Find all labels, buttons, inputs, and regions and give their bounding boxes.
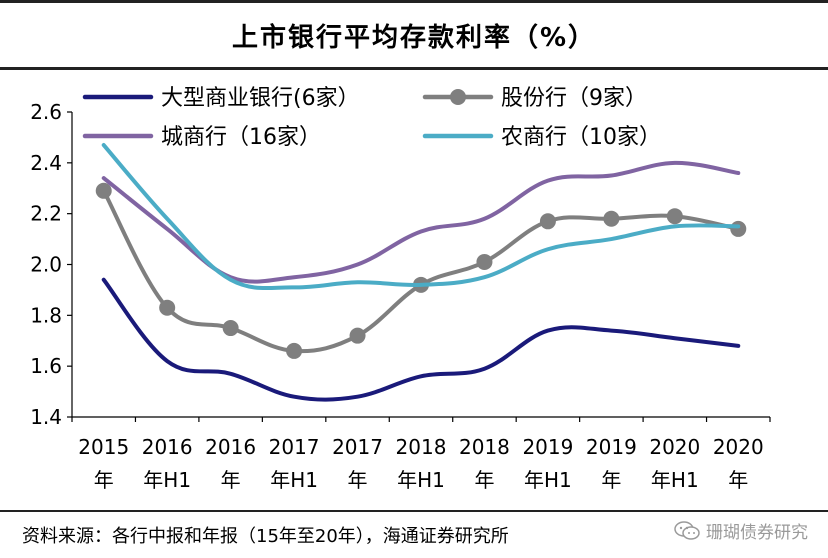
x-tick-label-suffix: 年H1	[524, 468, 572, 492]
x-tick-label: 2020	[649, 435, 700, 459]
watermark: 珊瑚债券研究	[674, 518, 808, 543]
source-note-bar: 资料来源：各行中报和年报（15年至20年），海通证券研究所	[0, 510, 828, 558]
x-tick-label: 2017	[269, 435, 320, 459]
x-tick-label: 2019	[586, 435, 637, 459]
legend-label-1: 大型商业银行(6家）	[161, 86, 360, 111]
x-tick-label: 2016	[142, 435, 193, 459]
axes: 1.4 1.6 1.8 2.0 2.2 2.4 2.6 2015 年 2016 年H1 2016 年 20…	[30, 100, 771, 492]
y-tick-label: 2.4	[30, 151, 62, 175]
y-tick-label: 1.8	[30, 303, 62, 327]
y-tick-label: 1.4	[30, 405, 62, 429]
legend: 大型商业银行(6家） 股份行（9家） 城商行（16家） 农商行（10家）	[82, 86, 661, 150]
x-tick-label-suffix: 年	[728, 468, 748, 492]
data-point	[539, 213, 556, 230]
x-tick-label: 2018	[459, 435, 510, 459]
x-tick-label: 2018	[396, 435, 447, 459]
x-tick-label: 2019	[522, 435, 573, 459]
x-tick-label: 2020	[713, 435, 764, 459]
x-tick-label: 2017	[332, 435, 383, 459]
x-tick-label-suffix: 年	[601, 468, 621, 492]
legend-label-4: 农商行（10家）	[501, 125, 661, 150]
y-tick-label: 2.6	[30, 100, 62, 124]
x-tick-label-suffix: 年	[221, 468, 241, 492]
legend-marker	[450, 89, 466, 105]
x-tick-label: 2015	[78, 435, 129, 459]
wechat-icon	[674, 520, 700, 540]
data-point	[222, 320, 239, 337]
chart-title-bar: 上市银行平均存款利率（%）	[0, 0, 828, 70]
data-point	[666, 208, 683, 225]
source-note: 资料来源：各行中报和年报（15年至20年），海通证券研究所	[22, 526, 509, 547]
x-tick-label-suffix: 年H1	[397, 468, 445, 492]
chart-title: 上市银行平均存款利率（%）	[231, 22, 597, 53]
x-tick-label-suffix: 年H1	[651, 468, 699, 492]
x-tick-label-suffix: 年H1	[270, 468, 318, 492]
series-line-2	[101, 188, 741, 354]
data-point	[730, 220, 747, 237]
series-line-1	[101, 277, 741, 402]
data-point	[476, 253, 493, 270]
y-tick-label: 2.0	[30, 253, 62, 277]
data-point	[349, 327, 366, 344]
series-line-3	[101, 160, 741, 284]
x-tick-label-suffix: 年	[348, 468, 368, 492]
data-point	[159, 299, 176, 316]
series-line-4	[101, 143, 741, 291]
x-tick-label-suffix: 年	[94, 468, 114, 492]
data-point	[286, 342, 303, 359]
series-group	[95, 143, 747, 402]
legend-label-2: 股份行（9家）	[501, 86, 647, 111]
y-tick-label: 2.2	[30, 202, 62, 226]
data-point	[95, 182, 112, 199]
x-tick-label: 2016	[205, 435, 256, 459]
legend-label-3: 城商行（16家）	[161, 125, 321, 150]
line-chart: 大型商业银行(6家） 股份行（9家） 城商行（16家） 农商行（10家） 1.4 1.6…	[30, 86, 771, 492]
y-tick-label: 1.6	[30, 354, 62, 378]
x-tick-label-suffix: 年H1	[143, 468, 191, 492]
x-tick-label-suffix: 年	[474, 468, 494, 492]
watermark-text: 珊瑚债券研究	[706, 523, 808, 543]
data-point	[603, 210, 620, 227]
